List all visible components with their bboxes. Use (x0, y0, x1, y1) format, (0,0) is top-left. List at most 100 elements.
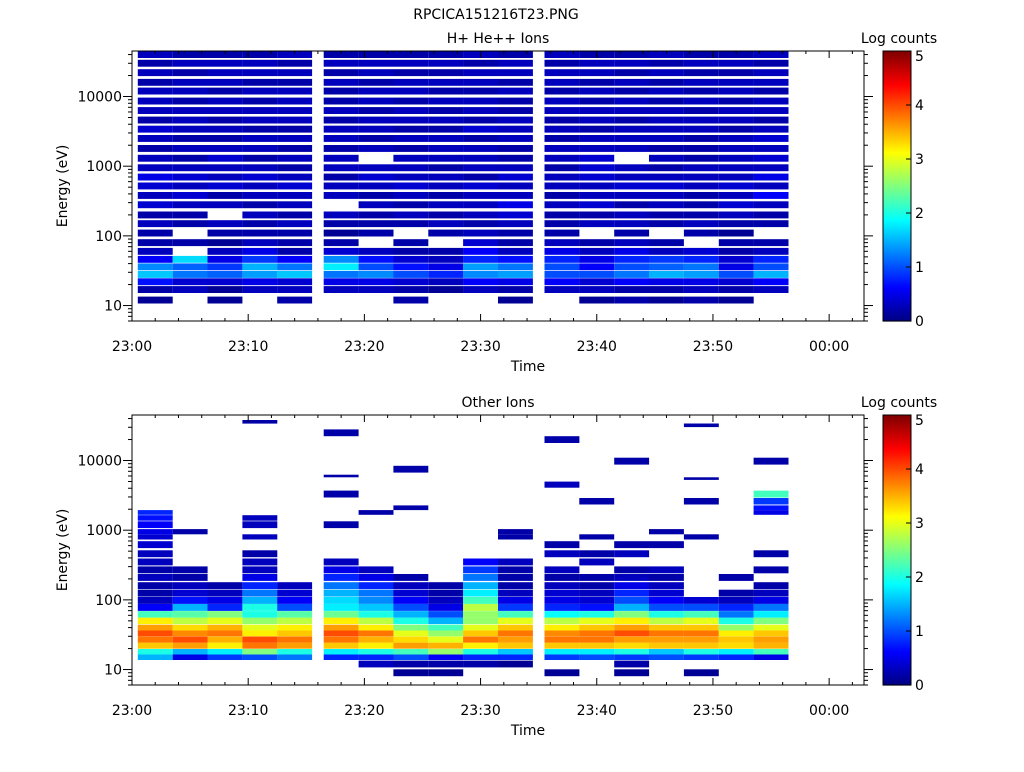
heatmap-cell (137, 239, 173, 247)
heatmap-cell (277, 636, 313, 643)
heatmap-cell (498, 654, 533, 660)
heatmap-cell (277, 154, 313, 162)
colorbar-segment (883, 103, 911, 106)
heatmap-cell (428, 220, 464, 228)
colorbar-segment (883, 171, 911, 174)
colorbar-segment (883, 237, 911, 240)
colorbar-segment (883, 221, 911, 224)
heatmap-cell (323, 97, 359, 105)
heatmap-cell (683, 107, 719, 114)
colorbar-segment (883, 223, 911, 226)
heatmap-cell (207, 116, 243, 124)
heatmap-cell (393, 145, 429, 152)
heatmap-cell (428, 624, 464, 631)
colorbar-segment (883, 191, 911, 194)
heatmap-cell (498, 145, 533, 152)
heatmap-cell (649, 239, 684, 247)
heatmap-cell (428, 247, 464, 255)
heatmap-cell (358, 660, 394, 668)
heatmap-cell (753, 59, 789, 67)
heatmap-cell (358, 263, 394, 271)
heatmap-cell (172, 78, 208, 86)
colorbar-segment (883, 157, 911, 160)
heatmap-cell (172, 604, 208, 611)
heatmap-cell (463, 642, 498, 649)
heatmap-cell (683, 498, 719, 505)
colorbar-frame (882, 50, 912, 322)
heatmap-cell (544, 669, 580, 677)
colorbar-segment (883, 159, 911, 162)
colorbar-segment (883, 555, 911, 558)
heatmap-cell (242, 550, 278, 558)
heatmap-cell (649, 87, 684, 95)
x-tick-label: 23:10 (228, 339, 268, 355)
heatmap-cell (498, 624, 533, 631)
colorbar-segment (883, 173, 911, 176)
heatmap-cell (463, 107, 498, 114)
heatmap-cell (428, 51, 464, 58)
heatmap-cell (172, 611, 208, 618)
x-tick-label: 23:30 (460, 339, 500, 355)
heatmap-cell (428, 654, 464, 660)
colorbar-segment (883, 415, 911, 418)
heatmap-cell (207, 296, 243, 304)
colorbar-segment (883, 293, 911, 296)
heatmap-cell (718, 636, 754, 643)
heatmap-cell (544, 247, 580, 255)
colorbar-segment (883, 181, 911, 184)
colorbar-segment (883, 65, 911, 68)
heatmap-cell (207, 145, 243, 152)
heatmap-cell (172, 125, 208, 133)
heatmap-cell (544, 164, 580, 172)
heatmap-cell (358, 611, 394, 618)
heatmap-cell (242, 59, 278, 67)
heatmap-cell (358, 78, 394, 86)
heatmap-cell (393, 201, 429, 209)
heatmap-cell (323, 574, 359, 581)
heatmap-cell (544, 201, 580, 209)
heatmap-cell (649, 116, 684, 124)
colorbar-segment (883, 525, 911, 528)
heatmap-cell (137, 589, 173, 597)
heatmap-cell (393, 271, 429, 278)
colorbar-segment (883, 137, 911, 140)
heatmap-cell (683, 669, 719, 677)
colorbar-segment (883, 557, 911, 560)
colorbar-segment (883, 503, 911, 506)
heatmap-cell (498, 239, 533, 247)
colorbar-segment (883, 425, 911, 428)
colorbar-segment (883, 631, 911, 634)
heatmap-cell (463, 604, 498, 611)
heatmap-cell (172, 597, 208, 604)
heatmap-cell (428, 255, 464, 263)
heatmap-cell (242, 255, 278, 263)
heatmap-cell (277, 201, 313, 209)
heatmap-cell (649, 69, 684, 77)
colorbar-segment (883, 657, 911, 660)
heatmap-cell (544, 481, 580, 488)
heatmap-cell (718, 271, 754, 278)
heatmap-cell (498, 263, 533, 271)
heatmap-cell (649, 630, 684, 637)
colorbar-segment (883, 261, 911, 264)
heatmap-cell (614, 51, 650, 58)
heatmap-cell (683, 624, 719, 631)
x-tick-label: 23:00 (112, 703, 152, 719)
heatmap-cell (137, 654, 173, 660)
heatmap-cell (544, 97, 580, 105)
heatmap-cell (428, 636, 464, 643)
colorbar-segment (883, 659, 911, 662)
heatmap-cell (172, 164, 208, 172)
colorbar-segment (883, 105, 911, 108)
heatmap-cell (393, 164, 429, 172)
colorbar-segment (883, 297, 911, 300)
heatmap-cell (683, 263, 719, 271)
heatmap-cell (683, 597, 719, 604)
heatmap-cell (544, 649, 580, 655)
heatmap-cell (393, 78, 429, 86)
colorbar-tick-label: 2 (915, 206, 924, 222)
heatmap-cell (137, 630, 173, 637)
heatmap-cell (242, 154, 278, 162)
heatmap-cell (579, 642, 615, 649)
heatmap-cell (277, 597, 313, 604)
